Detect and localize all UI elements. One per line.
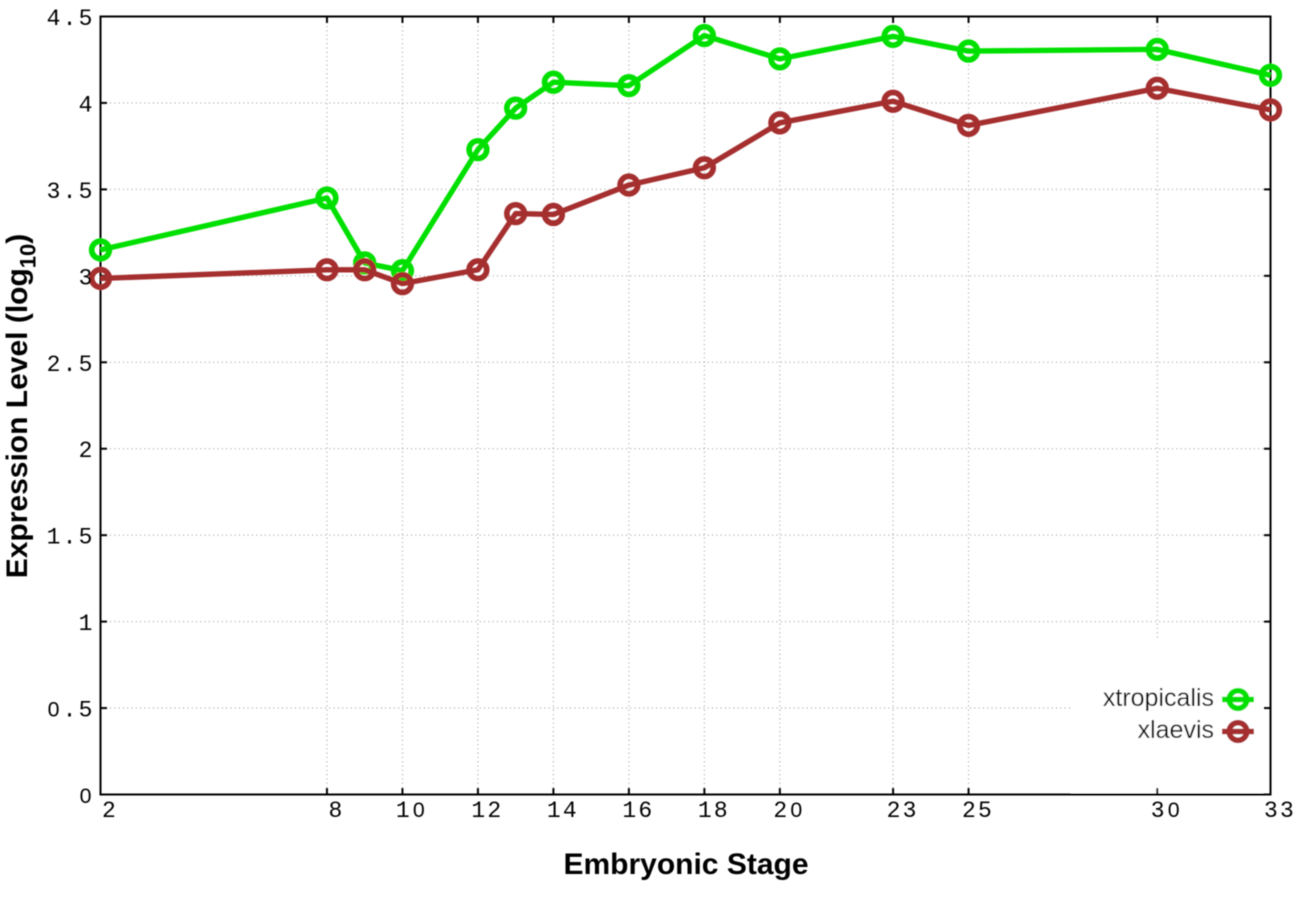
svg-text:4: 4 <box>47 6 61 32</box>
svg-text:1: 1 <box>471 798 485 824</box>
svg-text:5: 5 <box>79 6 93 32</box>
svg-text:5: 5 <box>79 179 93 205</box>
svg-text:1: 1 <box>396 798 410 824</box>
svg-text:0: 0 <box>790 798 802 822</box>
svg-text:5: 5 <box>79 525 93 551</box>
svg-text:1: 1 <box>47 525 61 551</box>
svg-text:5: 5 <box>978 798 992 824</box>
svg-text:Expression Level (log10): Expression Level (log10) <box>1 234 41 579</box>
svg-text:2: 2 <box>487 798 501 824</box>
svg-text:1: 1 <box>622 798 636 824</box>
svg-text:2: 2 <box>773 798 787 824</box>
svg-text:0: 0 <box>1168 798 1180 822</box>
svg-text:2: 2 <box>47 352 61 378</box>
svg-text:3: 3 <box>903 798 917 824</box>
svg-text:3: 3 <box>1151 798 1165 824</box>
svg-text:8: 8 <box>714 798 728 824</box>
svg-text:6: 6 <box>638 798 652 824</box>
svg-text:0: 0 <box>80 784 92 808</box>
svg-text:0: 0 <box>48 698 60 722</box>
svg-text:4: 4 <box>563 798 577 824</box>
svg-text:3: 3 <box>79 265 93 291</box>
svg-text:xlaevis: xlaevis <box>1138 716 1214 744</box>
svg-text:2: 2 <box>79 438 93 464</box>
svg-text:0: 0 <box>413 798 425 822</box>
svg-text:1: 1 <box>79 611 93 637</box>
svg-text:.: . <box>63 352 77 378</box>
svg-text:.: . <box>63 6 77 32</box>
svg-text:xtropicalis: xtropicalis <box>1103 684 1214 712</box>
svg-text:.: . <box>63 698 77 724</box>
svg-text:1: 1 <box>547 798 561 824</box>
svg-text:3: 3 <box>47 179 61 205</box>
svg-text:4: 4 <box>79 92 93 118</box>
svg-text:1: 1 <box>698 798 712 824</box>
svg-text:5: 5 <box>79 698 93 724</box>
svg-text:.: . <box>63 525 77 551</box>
svg-text:2: 2 <box>102 798 116 824</box>
svg-text:3: 3 <box>1280 798 1294 824</box>
svg-text:.: . <box>63 179 77 205</box>
svg-text:5: 5 <box>79 352 93 378</box>
svg-text:8: 8 <box>328 798 342 824</box>
svg-text:3: 3 <box>1264 798 1278 824</box>
svg-text:Embryonic Stage: Embryonic Stage <box>563 848 808 881</box>
svg-text:2: 2 <box>887 798 901 824</box>
svg-text:2: 2 <box>962 798 976 824</box>
